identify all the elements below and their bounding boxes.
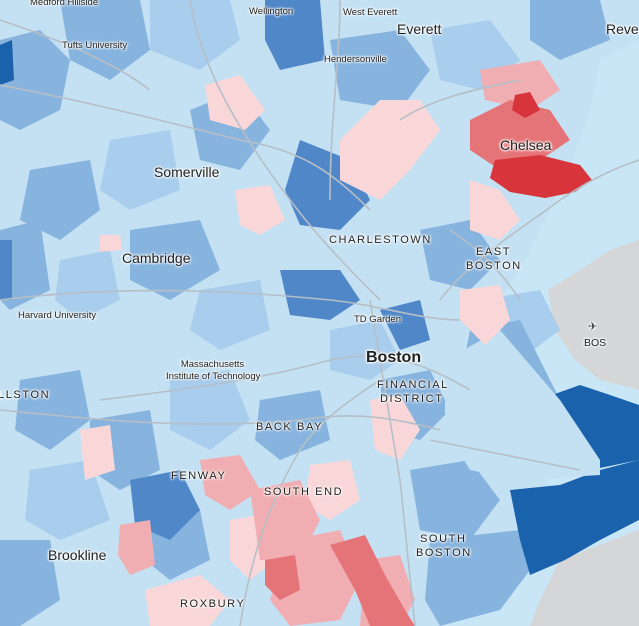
- tract: [330, 30, 430, 110]
- land-gray-south: [530, 530, 639, 626]
- label-somerville: Somerville: [154, 164, 220, 180]
- tract: [255, 390, 330, 460]
- tract: [510, 460, 639, 575]
- tract: [0, 30, 70, 130]
- tract: [445, 330, 600, 480]
- road: [429, 439, 581, 471]
- tract: [200, 455, 260, 510]
- tract: [190, 280, 270, 350]
- tract: [170, 370, 250, 450]
- tract: [15, 370, 90, 450]
- label-wellington: Wellington: [249, 6, 294, 17]
- label-boston: Boston: [366, 349, 422, 366]
- label-south-end: SOUTH END: [264, 486, 344, 498]
- tract: [490, 155, 592, 198]
- tract: [0, 220, 50, 310]
- label-brookline: Brookline: [48, 547, 107, 563]
- tract: [370, 395, 420, 460]
- tract: [235, 185, 285, 235]
- tract: [480, 60, 560, 110]
- label-back-bay: BACK BAY: [256, 421, 324, 433]
- road: [99, 355, 471, 401]
- tract: [0, 40, 14, 85]
- road: [329, 0, 341, 201]
- tract: [118, 520, 155, 575]
- tract: [265, 555, 300, 600]
- label-west-everett: West Everett: [343, 7, 398, 18]
- tract: [55, 250, 120, 320]
- tract: [130, 220, 220, 300]
- label-charlestown: CHARLESTOWN: [329, 234, 432, 246]
- road: [399, 79, 521, 121]
- tract: [0, 540, 60, 626]
- label-medford-hillside: Medford Hillside: [30, 0, 99, 8]
- tract: [100, 235, 122, 252]
- label-revere: Reve: [606, 21, 639, 37]
- tract: [100, 130, 180, 210]
- tract: [425, 530, 530, 626]
- tract: [145, 575, 230, 626]
- label-mit-line2: Institute of Technology: [166, 371, 261, 382]
- label-everett: Everett: [397, 21, 442, 37]
- label-tufts-university: Tufts University: [62, 40, 128, 51]
- road: [239, 379, 381, 626]
- label-fenway: FENWAY: [171, 470, 227, 482]
- land-airport: [548, 240, 639, 390]
- label-hendersonville: Hendersonville: [324, 54, 387, 65]
- label-harvard-university: Harvard University: [18, 310, 97, 321]
- label-mit: Massachusetts Institute of Technology: [166, 359, 261, 383]
- label-roxbury: ROXBURY: [180, 598, 246, 610]
- tract: [410, 460, 500, 540]
- road: [449, 229, 521, 301]
- road: [0, 19, 151, 91]
- road: [369, 299, 416, 626]
- tract: [512, 92, 540, 118]
- road: [439, 159, 639, 301]
- label-south-boston-line2: BOSTON: [416, 547, 472, 559]
- tract: [0, 240, 12, 300]
- label-east-boston-line2: BOSTON: [466, 260, 522, 272]
- tract: [265, 0, 325, 70]
- tract: [330, 320, 400, 380]
- airplane-icon: ✈: [588, 321, 598, 333]
- tract: [280, 270, 360, 320]
- tract: [380, 300, 430, 350]
- road: [0, 409, 441, 431]
- tract: [340, 100, 440, 200]
- label-mit-line1: Massachusetts: [180, 359, 245, 370]
- label-allston: LLSTON: [0, 389, 51, 401]
- label-east-boston-line1: EAST: [476, 246, 512, 258]
- label-south-boston-line1: SOUTH: [420, 533, 467, 545]
- tract: [330, 535, 415, 626]
- road: [189, 0, 381, 301]
- label-financial-district-line2: DISTRICT: [380, 393, 444, 405]
- tract: [305, 460, 360, 520]
- tract: [420, 220, 500, 290]
- tract: [552, 385, 639, 468]
- tract: [25, 460, 110, 540]
- tract: [530, 0, 610, 60]
- tract: [150, 0, 240, 70]
- road: [0, 289, 461, 321]
- tract: [80, 425, 115, 480]
- label-financial-district-line1: FINANCIAL: [377, 379, 449, 391]
- label-cambridge: Cambridge: [122, 250, 191, 266]
- tract: [470, 180, 520, 240]
- label-bos-airport: BOS: [584, 337, 607, 349]
- label-td-garden: TD Garden: [354, 314, 401, 325]
- tract: [460, 285, 510, 345]
- tract: [60, 0, 150, 80]
- tract: [470, 100, 570, 170]
- label-chelsea: Chelsea: [500, 137, 552, 153]
